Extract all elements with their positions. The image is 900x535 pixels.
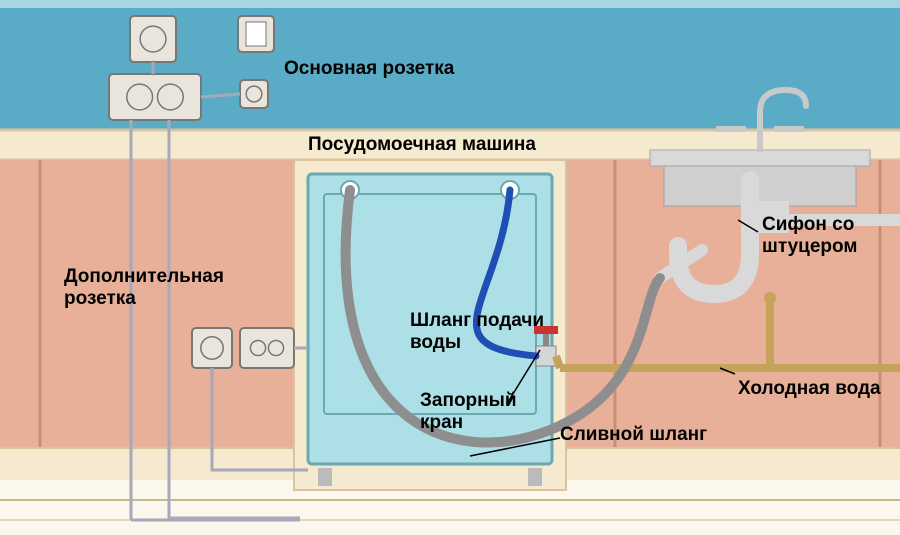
- label-extra-outlet: Дополнительнаярозетка: [64, 266, 224, 310]
- label-supply-hose: Шланг подачиводы: [410, 310, 544, 354]
- label-shutoff: Запорныйкран: [420, 390, 517, 434]
- label-main-outlet: Основная розетка: [284, 58, 454, 80]
- label-drain-hose: Сливной шланг: [560, 424, 707, 446]
- label-cold-water: Холодная вода: [738, 378, 881, 400]
- label-siphon: Сифон соштуцером: [762, 214, 857, 258]
- label-dishwasher: Посудомоечная машина: [308, 134, 536, 156]
